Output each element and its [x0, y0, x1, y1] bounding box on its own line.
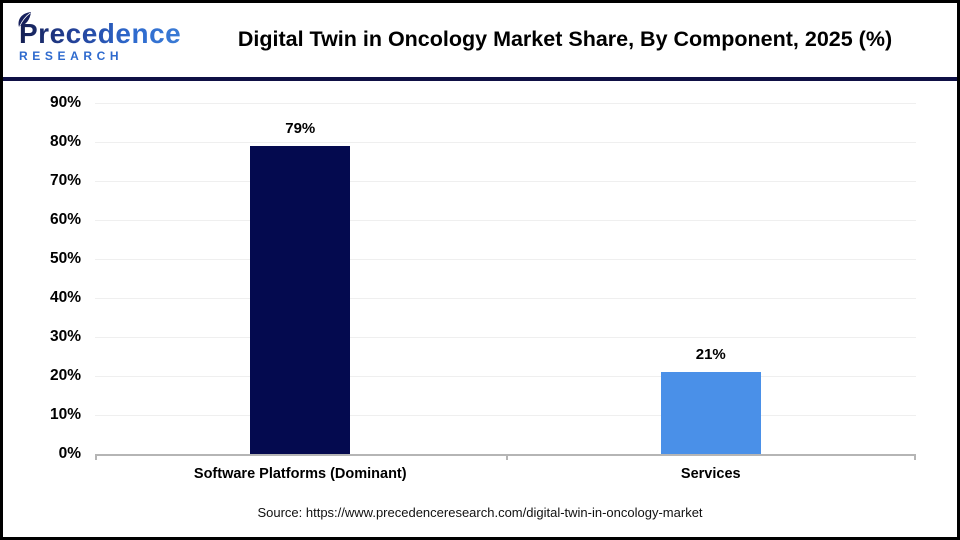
brand-subname: RESEARCH	[19, 48, 124, 63]
x-axis-category-label: Services	[680, 466, 741, 482]
bar-software-platforms-dominant	[250, 145, 351, 454]
plot-area	[95, 103, 916, 460]
axis-tick	[505, 454, 508, 460]
header: Precedence RESEARCH Digital Twin in Onco…	[3, 3, 957, 81]
precedence-research-logo: Precedence RESEARCH	[18, 11, 187, 63]
y-axis-tick-label: 80%	[49, 133, 81, 150]
chart-title: Digital Twin in Oncology Market Share, B…	[237, 27, 893, 52]
gridline	[95, 337, 916, 338]
axis-tick	[95, 454, 97, 460]
y-axis-tick-label: 90%	[49, 94, 81, 111]
y-axis-tick-label: 50%	[49, 250, 81, 267]
brand-name: Precedence	[19, 17, 182, 49]
y-axis-tick-label: 0%	[58, 445, 81, 462]
bar-value-label: 21%	[695, 346, 726, 364]
axis-tick	[914, 454, 916, 460]
y-axis-tick-label: 30%	[49, 328, 81, 345]
y-axis-tick-label: 40%	[49, 289, 81, 306]
bar-services	[660, 372, 761, 454]
gridline	[95, 103, 916, 104]
leaf-icon	[16, 11, 34, 36]
gridline	[95, 376, 916, 377]
y-axis-tick-label: 70%	[49, 172, 81, 189]
gridline	[95, 220, 916, 221]
bar-value-label: 79%	[285, 119, 316, 137]
y-axis-tick-label: 60%	[49, 211, 81, 228]
source-text: Source: https://www.precedenceresearch.c…	[257, 505, 703, 520]
gridline	[95, 298, 916, 299]
x-axis-category-label: Software Platforms (Dominant)	[193, 466, 407, 482]
bar-chart: Source: https://www.precedenceresearch.c…	[3, 81, 957, 533]
gridline	[95, 259, 916, 260]
y-axis-tick-label: 10%	[49, 406, 81, 423]
gridline	[95, 181, 916, 182]
y-axis-tick-label: 20%	[49, 367, 81, 384]
gridline	[95, 142, 916, 143]
gridline	[95, 415, 916, 416]
